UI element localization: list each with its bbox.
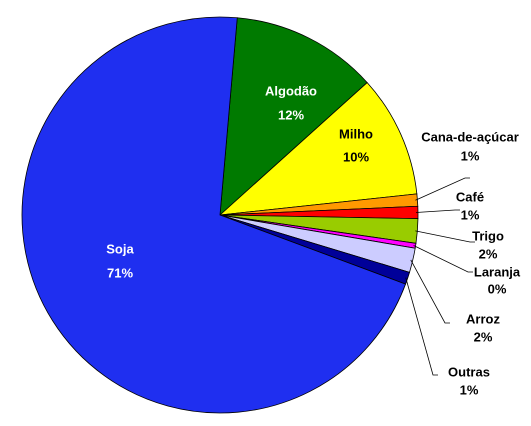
pie-slice — [218, 82, 418, 216]
slice-label: Trigo — [472, 228, 504, 243]
slice-value-label: 1% — [461, 148, 480, 163]
leader-line — [405, 277, 438, 376]
slice-value-label: 2% — [479, 246, 498, 261]
slice-value-label: 0% — [488, 281, 507, 296]
slice-value-label: 12% — [278, 107, 304, 122]
slice-value-label: 1% — [460, 382, 479, 397]
leader-line — [410, 259, 450, 324]
slice-value-label: 1% — [461, 207, 480, 222]
slice-label: Soja — [106, 241, 134, 256]
slice-label: Café — [456, 189, 484, 204]
pie-slice — [21, 16, 407, 414]
slice-label: Milho — [339, 126, 373, 141]
slice-label: Algodão — [265, 83, 317, 98]
leader-line — [415, 230, 475, 243]
leader-line — [415, 177, 470, 201]
pie-slice — [219, 17, 368, 216]
leader-line — [415, 209, 460, 213]
slice-label: Cana-de-açúcar — [421, 129, 519, 144]
slice-value-label: 71% — [107, 265, 133, 280]
leader-line — [413, 245, 473, 273]
slice-value-label: 10% — [343, 149, 369, 164]
slice-label: Outras — [448, 364, 490, 379]
slice-label: Arroz — [466, 311, 500, 326]
slice-label: Laranja — [474, 264, 521, 279]
slice-value-label: 2% — [474, 329, 493, 344]
